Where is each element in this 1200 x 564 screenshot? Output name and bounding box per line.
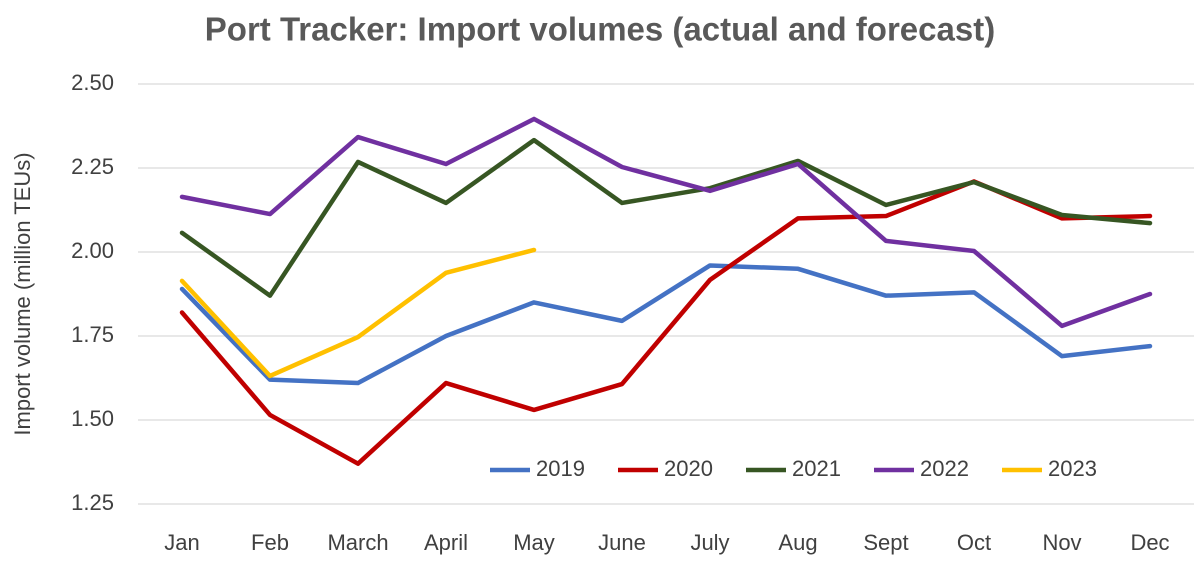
x-tick-label: Nov bbox=[1042, 530, 1081, 555]
x-tick-label: April bbox=[424, 530, 468, 555]
x-tick-label: June bbox=[598, 530, 646, 555]
y-tick-label: 2.25 bbox=[71, 154, 114, 179]
x-tick-label: Sept bbox=[863, 530, 908, 555]
y-tick-label: 1.75 bbox=[71, 322, 114, 347]
y-tick-label: 2.50 bbox=[71, 70, 114, 95]
x-tick-label: Aug bbox=[778, 530, 817, 555]
chart-title: Port Tracker: Import volumes (actual and… bbox=[205, 11, 995, 48]
legend-label: 2019 bbox=[536, 456, 585, 481]
x-tick-label: July bbox=[690, 530, 729, 555]
series-line bbox=[179, 247, 537, 379]
y-tick-label: 2.00 bbox=[71, 238, 114, 263]
series-line bbox=[179, 179, 1153, 466]
x-tick-label: Dec bbox=[1130, 530, 1169, 555]
series-line bbox=[179, 116, 1153, 329]
x-tick-label: Jan bbox=[164, 530, 199, 555]
legend-label: 2023 bbox=[1048, 456, 1097, 481]
legend-label: 2021 bbox=[792, 456, 841, 481]
series-line bbox=[179, 263, 1153, 386]
y-tick-label: 1.50 bbox=[71, 406, 114, 431]
x-tick-label: May bbox=[513, 530, 555, 555]
y-tick-label: 1.25 bbox=[71, 490, 114, 515]
legend-label: 2020 bbox=[664, 456, 713, 481]
x-tick-label: Oct bbox=[957, 530, 991, 555]
legend-label: 2022 bbox=[920, 456, 969, 481]
x-tick-label: Feb bbox=[251, 530, 289, 555]
y-axis-label: Import volume (million TEUs) bbox=[10, 152, 35, 435]
series-line bbox=[179, 137, 1153, 298]
x-tick-label: March bbox=[327, 530, 388, 555]
